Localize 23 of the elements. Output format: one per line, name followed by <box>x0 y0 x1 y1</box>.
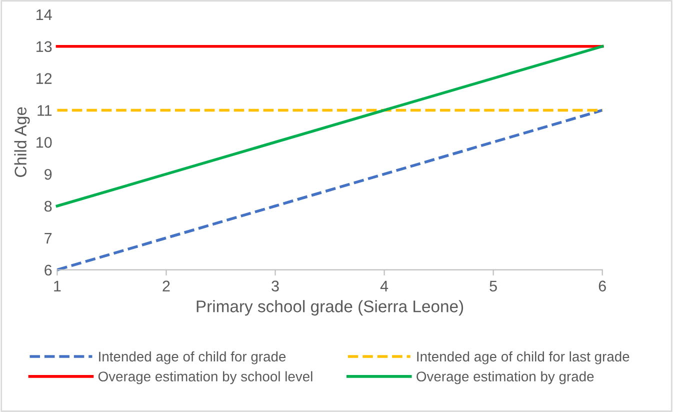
y-tick-label: 13 <box>36 41 52 52</box>
y-tick-label: 6 <box>44 264 52 276</box>
legend-label: Intended age of child for last grade <box>417 351 630 364</box>
x-axis-title: Primary school grade (Sierra Leone) <box>196 300 464 316</box>
y-tick-label: 9 <box>44 168 52 180</box>
y-tick-label: 7 <box>44 232 52 244</box>
x-tick-label: 2 <box>162 280 170 292</box>
line-series <box>56 44 604 208</box>
x-tick-label: 5 <box>490 280 497 292</box>
x-tick-label: 1 <box>54 280 61 292</box>
y-tick-label: 14 <box>36 9 52 20</box>
x-tick-label: 3 <box>272 280 279 292</box>
legend-label: Overage estimation by grade <box>416 371 594 384</box>
y-tick-label: 8 <box>44 200 52 212</box>
y-tick-label: 12 <box>36 73 52 84</box>
legend-label: Overage estimation by school level <box>98 371 312 384</box>
x-tick-label: 6 <box>598 280 606 292</box>
line-series <box>56 108 604 272</box>
legend-label: Intended age of child for grade <box>99 351 286 364</box>
x-tick-label: 4 <box>380 280 388 292</box>
y-tick-label: 10 <box>36 137 52 148</box>
y-tick-label: 11 <box>38 105 52 116</box>
y-axis-title: Child Age <box>14 107 30 177</box>
